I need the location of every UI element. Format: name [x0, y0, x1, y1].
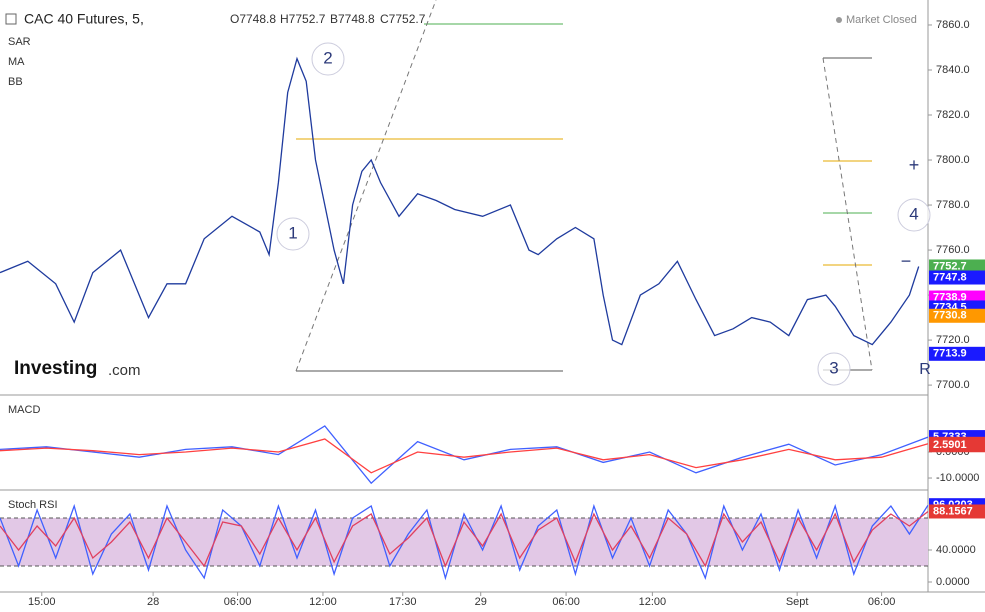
ohlc-high: H7752.7: [280, 12, 326, 26]
annotation[interactable]: 1: [288, 223, 297, 242]
x-tick-label: 28: [147, 596, 159, 608]
x-tick-label: 17:30: [389, 596, 417, 608]
band: [0, 518, 928, 566]
zoom-out-button[interactable]: −: [901, 251, 912, 271]
price-label: 7752.7: [933, 260, 967, 272]
x-tick-label: 15:00: [28, 596, 56, 608]
series-line: [0, 56, 920, 346]
market-status: Market Closed: [846, 14, 917, 26]
series-line: [0, 503, 929, 581]
zoom-in-button[interactable]: +: [909, 155, 920, 175]
panel-legend: MACD: [8, 404, 40, 416]
price-label-bg: [929, 270, 985, 285]
y-tick-label: 7720.0: [936, 334, 970, 346]
x-tick-label: 29: [475, 596, 487, 608]
annotation[interactable]: 2: [323, 48, 332, 67]
x-tick-label: Sept: [786, 596, 809, 608]
logo-suffix: .com: [108, 362, 141, 379]
y-tick-label: 7860.0: [936, 19, 970, 31]
price-label-bg: [929, 308, 985, 323]
price-label-bg: [929, 438, 985, 453]
y-tick-label: 40.0000: [936, 544, 976, 556]
price-label: 7730.8: [933, 310, 967, 322]
status-dot: [836, 17, 842, 23]
indicator-label[interactable]: BB: [8, 76, 23, 88]
indicator-label[interactable]: MA: [8, 56, 25, 68]
y-tick-label: 7840.0: [936, 64, 970, 76]
annotation-circle[interactable]: [276, 217, 310, 251]
y-tick-label: -10.0000: [936, 472, 979, 484]
price-label-bg: [929, 346, 985, 361]
price-label: 7713.9: [933, 348, 967, 360]
reset-button[interactable]: R: [919, 361, 931, 378]
logo: Investing: [14, 358, 97, 379]
y-tick-label: 7700.0: [936, 379, 970, 391]
indicator-label[interactable]: SAR: [8, 36, 31, 48]
y-tick-label: 7780.0: [936, 199, 970, 211]
series-line: [0, 510, 929, 568]
ohlc-close: C7752.7: [380, 12, 426, 26]
price-label-bg: [929, 259, 985, 274]
y-tick-label: 7800.0: [936, 154, 970, 166]
y-tick-label: 7820.0: [936, 109, 970, 121]
trend-line: [822, 57, 873, 371]
annotation-circle[interactable]: [817, 352, 851, 386]
y-tick-label: 7760.0: [936, 244, 970, 256]
series-line: [0, 438, 929, 474]
series-line: [0, 425, 929, 485]
x-tick-label: 06:00: [868, 596, 896, 608]
collapse-icon[interactable]: [5, 13, 17, 25]
annotation[interactable]: 3: [829, 358, 838, 377]
price-label: 88.1567: [933, 505, 973, 517]
trend-line: [295, 0, 437, 372]
y-tick-label: 0.0000: [936, 576, 970, 588]
ohlc-bid: B7748.8: [330, 12, 375, 26]
x-tick-label: 12:00: [639, 596, 667, 608]
price-label-bg: [929, 504, 985, 519]
ohlc-open: O7748.8: [230, 12, 276, 26]
chart-title: CAC 40 Futures, 5,: [24, 11, 144, 27]
annotation-circle[interactable]: [897, 198, 931, 232]
panel-legend: Stoch RSI: [8, 499, 58, 511]
price-label: 2.5901: [933, 439, 967, 451]
x-tick-label: 06:00: [552, 596, 580, 608]
annotation-circle[interactable]: [311, 42, 345, 76]
annotation[interactable]: 4: [909, 204, 918, 223]
x-tick-label: 12:00: [309, 596, 337, 608]
price-label: 7747.8: [933, 271, 967, 283]
x-tick-label: 06:00: [224, 596, 252, 608]
